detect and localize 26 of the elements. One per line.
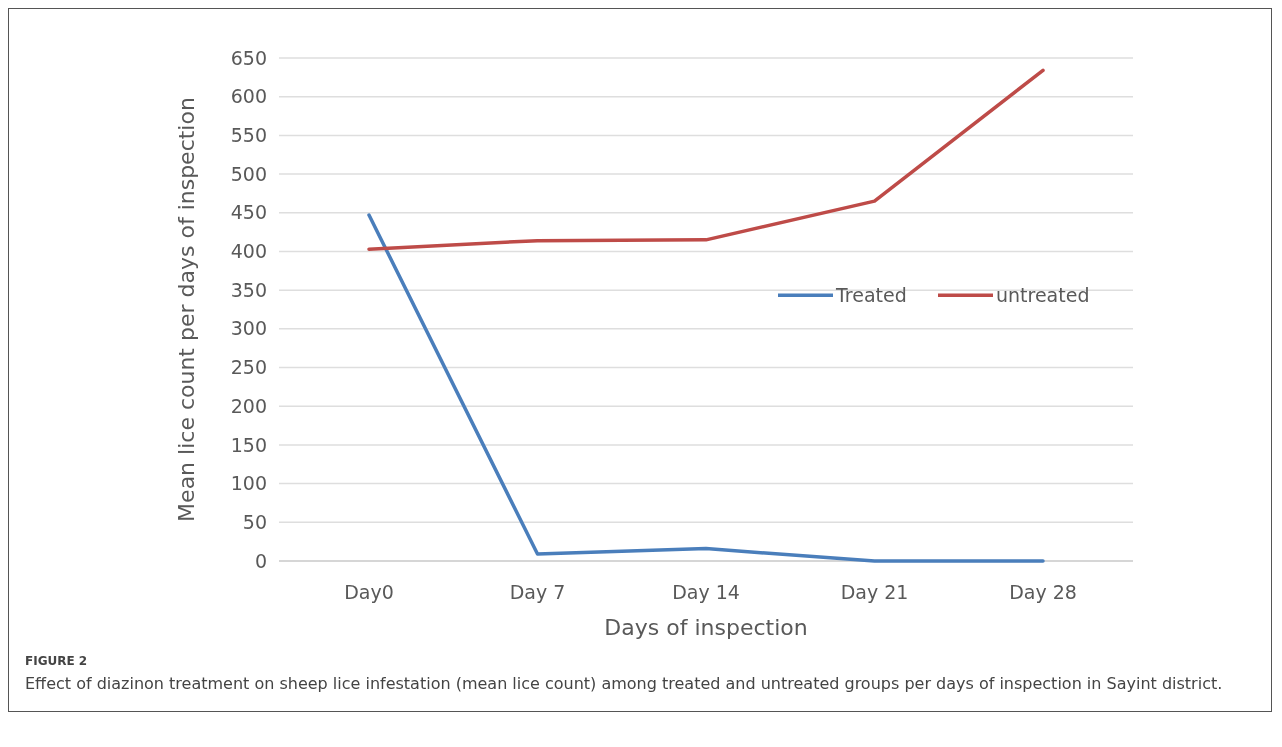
- y-tick-label: 400: [230, 240, 267, 263]
- x-tick-label: Day 21: [840, 581, 909, 603]
- x-tick-label: Day 28: [1009, 581, 1077, 603]
- y-tick-label: 650: [230, 46, 267, 69]
- y-tick-label: 600: [230, 85, 267, 108]
- y-tick-label: 150: [230, 433, 267, 456]
- y-tick-label: 350: [230, 278, 267, 301]
- line-series: [367, 68, 1045, 251]
- x-tick-label: Day0: [344, 581, 394, 603]
- y-tick-label: 500: [230, 162, 267, 185]
- y-tick-label: 50: [242, 510, 267, 533]
- y-tick-label: 0: [254, 549, 267, 572]
- text: Effect of diazinon treatment on sheep lice infestation (mean lice count) among treated and untreated groups per days of inspection in Sayint district.: [25, 673, 1224, 695]
- y-tick-label: 100: [230, 472, 267, 495]
- legend-label: Treated: [835, 283, 907, 306]
- y-tick-label: 450: [230, 201, 267, 224]
- x-tick-label: Day 14: [672, 581, 740, 603]
- y-axis-title: Mean lice count per days of inspection: [174, 97, 199, 522]
- legend-label: untreated: [996, 283, 1090, 306]
- x-axis-title: Days of inspection: [604, 615, 808, 640]
- caption: FIGURE 2: [25, 653, 89, 670]
- y-tick-label: 300: [230, 317, 267, 340]
- y-tick-label: 550: [230, 124, 267, 147]
- x-tick-label: Day 7: [509, 581, 566, 603]
- y-tick-label: 200: [230, 394, 267, 417]
- y-tick-label: 250: [230, 356, 267, 379]
